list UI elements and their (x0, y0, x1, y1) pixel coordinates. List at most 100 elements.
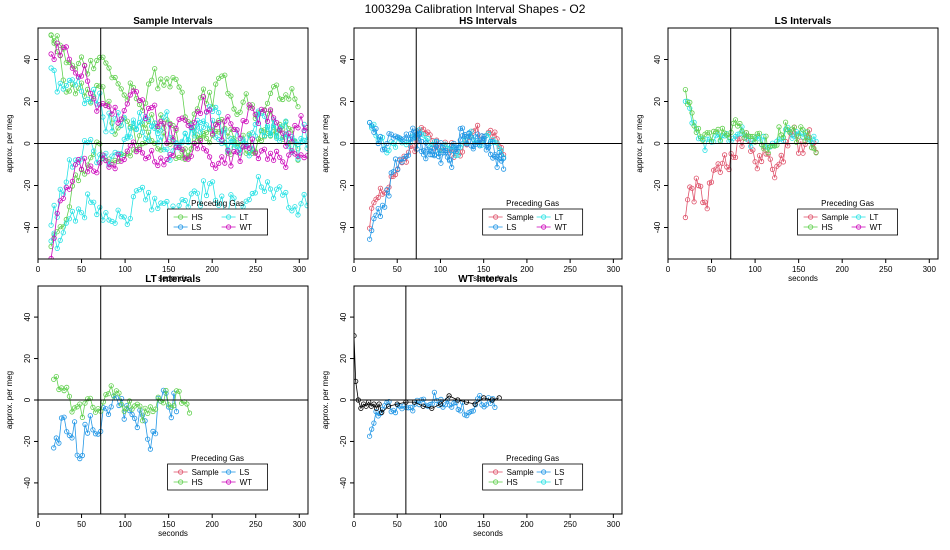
data-point-lt (392, 144, 399, 150)
data-point-lt (66, 157, 73, 163)
data-point-self (394, 401, 400, 407)
legend-box (167, 463, 269, 491)
data-point-wt (210, 162, 216, 168)
data-point-hs (243, 91, 249, 97)
data-point-ls (377, 213, 384, 219)
data-point-lt (91, 199, 97, 205)
data-point-hs (164, 76, 170, 82)
data-point-ls (53, 435, 59, 441)
data-point-lt (139, 184, 146, 190)
data-point-sample (490, 133, 496, 140)
data-point-ls (58, 415, 65, 421)
data-point-wt (228, 163, 234, 169)
data-point-hs (687, 99, 693, 106)
data-point-wt (252, 150, 258, 156)
data-point-lt (63, 83, 69, 89)
data-point-hs (127, 153, 133, 159)
legend-label-ls: LS (240, 468, 250, 477)
data-point-lt (109, 153, 115, 159)
data-point-lt (252, 133, 258, 139)
data-point-hs (149, 112, 155, 118)
data-point-ls (160, 387, 166, 393)
data-point-lt (453, 152, 459, 159)
legend-box (797, 208, 899, 236)
data-point-hs (48, 32, 54, 38)
data-point-wt (85, 169, 91, 175)
data-point-lt (182, 130, 188, 136)
data-point-wt (255, 155, 261, 162)
x-tick-label: 100 (118, 265, 132, 274)
data-point-lt (780, 138, 786, 144)
data-point-wt (197, 138, 203, 144)
data-point-hs (94, 82, 100, 89)
y-tick-label: 40 (23, 312, 32, 321)
data-point-ls (492, 404, 498, 410)
data-point-wt (54, 40, 60, 46)
data-point-wt (173, 144, 179, 150)
data-point-sample (756, 153, 763, 159)
data-point-lt (69, 77, 76, 83)
legend-swatch-sample (178, 469, 184, 475)
data-point-ls (386, 193, 392, 199)
legend-title: Preceding Gas (191, 454, 244, 463)
data-point-ls (405, 136, 412, 142)
data-point-lt (267, 186, 274, 192)
x-tick-label: 150 (162, 520, 176, 529)
data-point-ls (168, 415, 174, 421)
data-point-wt (82, 62, 88, 69)
data-point-ls (77, 456, 83, 462)
data-point-ls (436, 154, 442, 160)
data-point-hs (161, 82, 167, 88)
legend-label-ls: LS (507, 223, 517, 232)
data-point-lt (118, 123, 124, 129)
data-point-lt (222, 127, 228, 133)
data-point-hs (163, 387, 169, 394)
data-point-hs (765, 150, 771, 156)
data-point-lt (258, 129, 264, 135)
data-point-hs (231, 106, 237, 112)
data-point-ls (438, 140, 444, 146)
data-point-lt (118, 214, 124, 220)
data-point-lt (66, 216, 73, 222)
data-point-wt (298, 152, 304, 158)
data-point-lt (124, 135, 130, 141)
data-point-ls (470, 146, 476, 152)
legend-label-wt: WT (870, 223, 883, 232)
data-point-ls (69, 435, 75, 441)
data-point-lt (103, 129, 109, 135)
data-point-lt (243, 198, 249, 204)
data-point-hs (164, 117, 170, 123)
data-point-wt (231, 149, 237, 155)
data-point-wt (57, 198, 63, 204)
data-point-wt (243, 144, 249, 150)
data-point-wt (234, 127, 240, 133)
data-point-hs (112, 131, 118, 137)
data-point-wt (60, 44, 66, 51)
data-point-lt (106, 217, 112, 223)
data-point-lt (267, 130, 274, 137)
data-point-ls (492, 153, 498, 159)
data-point-ls (64, 429, 70, 435)
data-point-ls (108, 404, 114, 410)
x-tick-label: 250 (249, 265, 263, 274)
data-point-hs (787, 130, 793, 136)
data-point-hs (132, 403, 138, 409)
y-tick-label: -20 (653, 179, 662, 191)
plot-area (51, 374, 193, 462)
data-point-lt (88, 199, 94, 205)
data-point-self (386, 403, 392, 409)
chart-title: HS Intervals (459, 16, 517, 27)
data-point-wt (103, 158, 109, 164)
data-point-lt (139, 118, 146, 124)
data-point-lt (207, 103, 213, 109)
data-point-wt (270, 115, 277, 121)
legend-swatch-wt (226, 479, 232, 485)
data-point-lt (85, 191, 91, 197)
data-point-hs (94, 57, 100, 64)
data-point-wt (133, 89, 139, 95)
legend-label-ls: LS (192, 223, 202, 232)
data-point-ls (51, 445, 57, 451)
data-point-hs (806, 135, 813, 141)
data-point-wt (222, 118, 228, 124)
data-point-hs (689, 110, 695, 116)
